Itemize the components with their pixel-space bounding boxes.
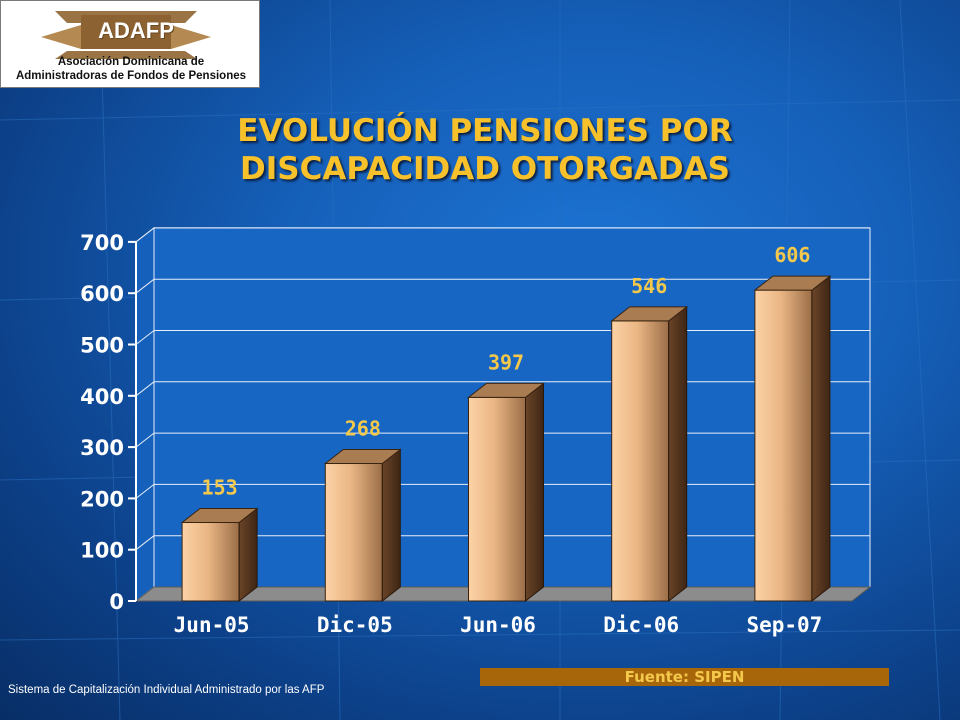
- data-label: 546: [631, 274, 667, 298]
- bar-side: [525, 382, 544, 603]
- data-label: 153: [202, 476, 238, 500]
- page-title: EVOLUCIÓN PENSIONES POR DISCAPACIDAD OTO…: [237, 113, 733, 187]
- gridline-depth: [135, 484, 155, 499]
- logo-name: ADAFP: [98, 18, 174, 43]
- y-tick-label: 300: [80, 436, 124, 460]
- y-tick-label: 200: [80, 487, 124, 511]
- gridline-depth: [135, 381, 155, 397]
- bar-side: [668, 305, 688, 603]
- gridline-depth: [135, 227, 155, 243]
- logo-emblem-icon: [41, 11, 211, 59]
- y-tick-label: 700: [80, 231, 124, 255]
- x-tick-label: Dic-06: [603, 613, 679, 637]
- y-tick-label: 600: [80, 282, 124, 306]
- data-label: 397: [488, 350, 524, 374]
- bar-top: [753, 275, 832, 291]
- bar-top: [180, 508, 259, 524]
- bar-side: [811, 275, 831, 603]
- logo-line-2: Administradoras de Fondos de Pensiones: [15, 70, 247, 82]
- bar-top: [323, 449, 402, 465]
- bar: [324, 463, 383, 602]
- footer-text: Sistema de Capitalización Individual Adm…: [8, 684, 325, 696]
- bar: [181, 522, 240, 602]
- y-tick-label: 0: [109, 590, 124, 614]
- x-tick-label: Dic-05: [317, 613, 393, 637]
- gridline-depth: [135, 432, 155, 448]
- logo-line-1: Asociación Dominicana de: [57, 56, 205, 68]
- bar-side: [238, 507, 258, 603]
- bar: [754, 289, 813, 602]
- gridline-depth: [135, 330, 155, 345]
- x-tick-label: Jun-06: [460, 613, 536, 637]
- y-tick-label: 500: [80, 334, 124, 358]
- x-tick-label: Jun-05: [174, 613, 250, 637]
- data-label: 606: [774, 243, 810, 267]
- y-tick-label: 100: [80, 539, 124, 563]
- bar-top: [610, 306, 689, 322]
- gridline-depth: [135, 535, 155, 551]
- data-label: 268: [345, 417, 381, 441]
- bar-top: [467, 382, 545, 398]
- bar-side: [381, 448, 401, 603]
- bar: [611, 320, 670, 602]
- x-tick-label: Sep-07: [746, 613, 822, 637]
- bar: [468, 396, 526, 602]
- chart-left-wall: [135, 226, 155, 603]
- source-label: Fuente: SIPEN: [480, 668, 889, 686]
- y-tick-label: 400: [80, 385, 124, 409]
- gridline-depth: [135, 278, 155, 294]
- adafp-logo: ADAFP Asociación Dominicana de Administr…: [0, 0, 260, 88]
